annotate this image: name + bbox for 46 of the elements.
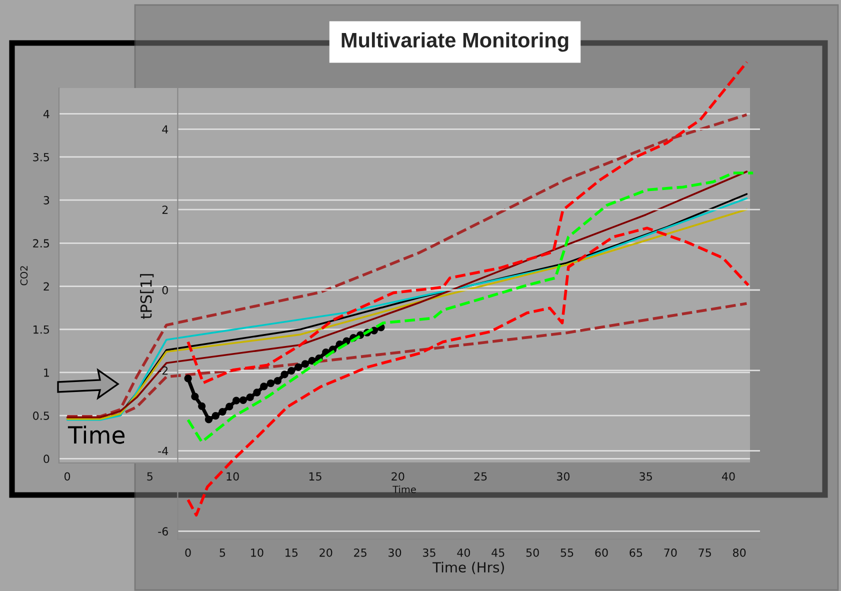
y-tick-label: 4 — [43, 110, 50, 118]
chart-title: Multivariate Monitoring — [342, 32, 568, 52]
x-tick-label: 30 — [556, 472, 570, 481]
x-tick-label: 25 — [354, 548, 366, 557]
y-tick-label: 1.5 — [34, 325, 49, 334]
x-axis-title: Time (Hrs) — [432, 562, 504, 574]
y-tick-label: -6 — [158, 527, 168, 536]
x-tick-label: 65 — [630, 548, 642, 557]
y-tick-label: 4 — [162, 125, 168, 134]
x-tick-label: 15 — [286, 548, 298, 557]
y-tick-label: 2 — [44, 282, 49, 290]
y-axis-title: CO2 — [20, 266, 28, 286]
x-tick-label: 20 — [320, 548, 332, 557]
x-tick-label: 0 — [64, 472, 70, 481]
y-tick-label: 2 — [162, 206, 168, 214]
x-tick-label: 35 — [423, 548, 436, 557]
y-axis-title: tPS[1] — [140, 274, 154, 319]
x-tick-label: 15 — [309, 472, 322, 481]
x-tick-label: 30 — [388, 548, 402, 557]
y-tick-label: 1 — [44, 368, 49, 377]
x-tick-label: 55 — [560, 548, 574, 557]
x-tick-label: 10 — [251, 548, 264, 557]
y-tick-label: 2.5 — [33, 239, 49, 248]
x-tick-label: 20 — [392, 472, 404, 481]
x-tick-label: 40 — [722, 472, 735, 481]
x-tick-label: 40 — [457, 548, 470, 557]
x-tick-label: 5 — [147, 472, 152, 481]
x-tick-label: 45 — [492, 548, 504, 557]
y-tick-label: 0 — [162, 286, 168, 294]
y-tick-label: 0.5 — [33, 412, 49, 420]
x-tick-label: 0 — [185, 548, 191, 557]
x-tick-label: 80 — [733, 548, 746, 557]
y-tick-label: 3.5 — [33, 152, 49, 162]
x-tick-label: 60 — [595, 548, 608, 557]
x-tick-label: 10 — [226, 472, 239, 481]
x-axis-title: Time — [392, 486, 416, 494]
x-tick-label: 35 — [640, 472, 652, 481]
y-tick-label: 0 — [44, 454, 50, 464]
x-tick-label: 25 — [474, 472, 487, 481]
y-tick-label: 3 — [44, 196, 50, 204]
y-tick-label: -4 — [158, 446, 168, 456]
x-tick-label: 70 — [664, 548, 677, 557]
x-tick-label: 5 — [220, 548, 226, 557]
x-tick-label: 50 — [526, 548, 539, 557]
annotation: Time — [68, 426, 125, 444]
x-tick-label: 75 — [698, 548, 711, 557]
